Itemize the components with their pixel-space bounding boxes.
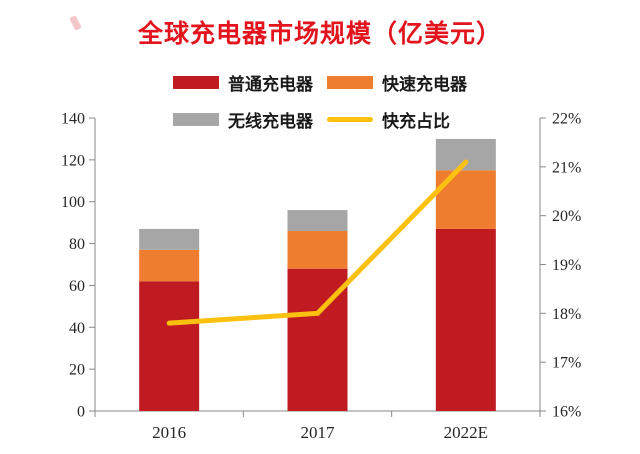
left-axis-label: 0	[77, 404, 85, 421]
chart-legend: 普通充电器 快速充电器 无线充电器 快充占比	[173, 70, 467, 132]
left-axis-label: 120	[61, 152, 85, 169]
left-axis-label: 60	[69, 278, 85, 295]
bar-segment	[139, 281, 200, 411]
fast-charge-share-line	[166, 159, 469, 326]
ordinary-charger-swatch-icon	[173, 76, 219, 89]
bar-segment	[287, 210, 348, 232]
bar-segment	[435, 228, 496, 411]
bar-segment	[435, 138, 496, 171]
bar-segment	[287, 231, 348, 269]
legend-item-wireless-charger: 无线充电器	[173, 107, 327, 132]
legend-label: 普通充电器	[228, 75, 313, 94]
right-axis-label: 16%	[552, 404, 581, 421]
legend-item-ordinary-charger: 普通充电器	[173, 70, 327, 95]
category-label: 2017	[301, 423, 336, 442]
right-axis-label: 19%	[552, 257, 581, 274]
legend-item-fast-charge-share: 快充占比	[327, 107, 467, 132]
bar-segment	[435, 170, 496, 229]
right-axis-label: 21%	[552, 159, 581, 176]
right-axis-label: 18%	[552, 306, 581, 323]
right-axis-label: 20%	[552, 208, 581, 225]
left-axis-label: 20	[69, 362, 85, 379]
chart-title: 全球充电器市场规模（亿美元）	[137, 20, 502, 48]
left-axis-label: 80	[69, 236, 85, 253]
left-axis-label: 100	[61, 194, 85, 211]
wireless-charger-swatch-icon	[173, 113, 219, 126]
right-axis-label: 22%	[552, 111, 581, 128]
left-axis-label: 140	[61, 111, 85, 128]
bar-segment	[139, 228, 200, 250]
legend-label: 无线充电器	[228, 112, 313, 131]
bar-segment	[139, 249, 200, 282]
category-label: 2016	[152, 423, 186, 442]
fast-charger-swatch-icon	[327, 76, 373, 89]
category-label: 2022E	[444, 423, 488, 442]
right-axis-label: 17%	[552, 355, 581, 372]
legend-item-fast-charger: 快速充电器	[327, 70, 467, 95]
fast-charge-share-line-icon	[327, 117, 373, 122]
legend-label: 快速充电器	[382, 75, 467, 94]
left-axis-label: 40	[69, 320, 85, 337]
legend-label: 快充占比	[382, 112, 450, 131]
